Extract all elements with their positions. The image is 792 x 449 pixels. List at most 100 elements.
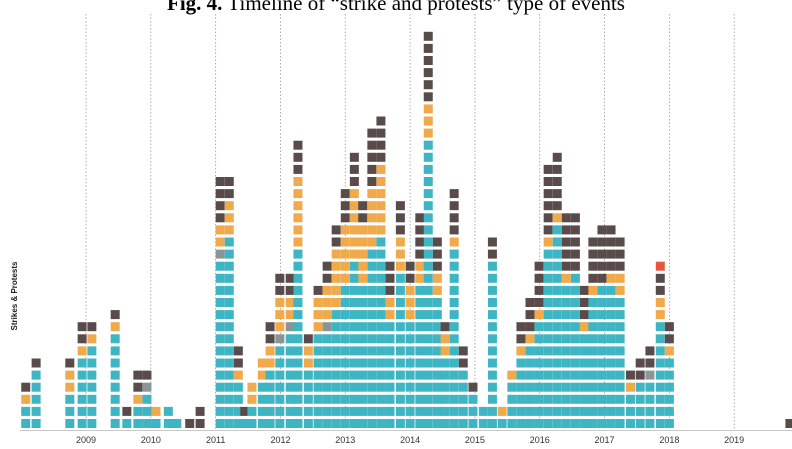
event-square [606,298,616,307]
event-square [579,358,589,368]
event-square [552,346,562,356]
event-square [561,237,571,247]
event-square [110,322,120,332]
event-square [349,358,359,368]
event-square [340,322,350,332]
event-square [293,261,303,271]
event-square [77,419,87,428]
event-square [415,419,425,428]
event-square [313,334,323,344]
event-square [257,382,267,392]
event-square [487,382,497,392]
event-square [615,261,625,271]
event-square [570,346,580,356]
event-square [376,322,386,332]
event-square [423,104,433,114]
event-square [340,310,350,320]
event-square [313,346,323,356]
event-square [395,213,405,223]
event-square [570,273,580,283]
event-square [432,261,442,271]
event-square [322,310,332,320]
event-square [358,419,368,428]
event-square [561,213,571,223]
event-square [432,298,442,307]
event-square [552,213,562,223]
event-square [552,201,562,211]
x-tick-label: 2017 [595,435,615,445]
event-square [606,285,616,295]
event-square [543,394,553,404]
event-square [376,140,386,150]
event-square [552,419,562,428]
event-square [349,285,359,295]
event-square [247,419,257,428]
event-square [468,406,478,416]
event-square [664,419,674,428]
event-square [215,225,225,235]
event-square [487,334,497,344]
event-square [322,382,332,392]
event-square [615,382,625,392]
event-square [87,322,97,332]
event-square [285,346,295,356]
event-square [405,358,415,368]
event-square [376,394,386,404]
event-square [645,358,655,368]
event-square [423,346,433,356]
event-square [423,164,433,174]
event-square [606,322,616,332]
event-square [331,237,341,247]
event-square [597,406,607,416]
event-square [487,285,497,295]
event-square [415,358,425,368]
event-square [215,237,225,247]
event-square [534,273,544,283]
event-square [468,419,478,428]
event-square [358,201,368,211]
event-square [487,346,497,356]
event-square [395,322,405,332]
event-square [87,419,97,428]
event-square [415,237,425,247]
event-square [313,394,323,404]
event-square [423,334,433,344]
event-square [543,213,553,223]
event-square [487,419,497,428]
event-square [340,189,350,199]
event-square [405,310,415,320]
event-square [293,249,303,259]
event-square [395,370,405,380]
event-square [331,394,341,404]
event-square [122,419,132,428]
event-square [432,273,442,283]
event-square [376,177,386,186]
event-square [385,406,395,416]
event-square [215,298,225,307]
event-square [440,419,450,428]
event-square [322,322,332,332]
event-square [534,382,544,392]
x-tick-label: 2010 [141,435,161,445]
event-square [340,225,350,235]
event-square [625,382,635,392]
event-square [385,394,395,404]
event-square [376,285,386,295]
event-square [395,419,405,428]
x-tick-label: 2018 [659,435,679,445]
event-square [385,419,395,428]
event-square [423,310,433,320]
event-square [597,225,607,235]
event-square [423,152,433,162]
event-square [625,394,635,404]
event-square [293,358,303,368]
event-square [534,394,544,404]
event-square [331,310,341,320]
event-square [367,419,377,428]
event-square [543,164,553,174]
event-square [440,382,450,392]
event-square [257,370,267,380]
event-square [285,334,295,344]
event-square [615,285,625,295]
event-square [224,201,234,211]
